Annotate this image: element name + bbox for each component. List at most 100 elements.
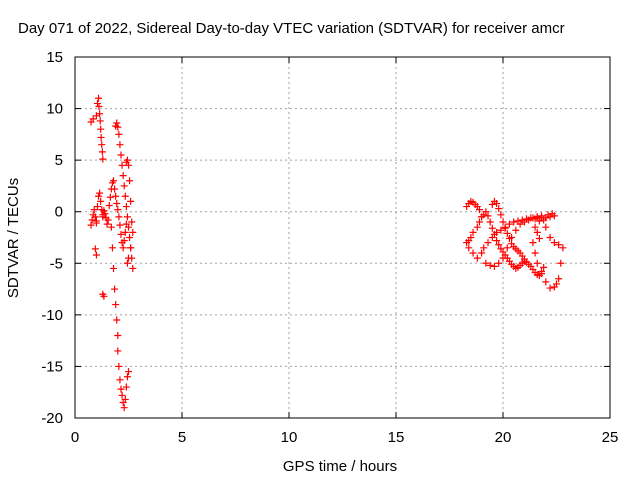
data-point xyxy=(110,264,118,272)
x-tick-label: 5 xyxy=(178,429,186,446)
data-point xyxy=(121,228,129,236)
data-point xyxy=(495,259,503,267)
x-tick-label: 0 xyxy=(71,429,79,446)
x-tick-label: 15 xyxy=(388,429,405,446)
data-point xyxy=(126,177,134,185)
data-point xyxy=(538,268,546,276)
data-point xyxy=(103,220,111,228)
data-point xyxy=(473,223,481,231)
y-tick-label: 0 xyxy=(55,204,63,221)
data-point xyxy=(108,244,116,252)
data-point xyxy=(116,221,124,229)
data-point xyxy=(90,206,98,214)
data-point xyxy=(129,264,137,272)
y-tick-label: -5 xyxy=(50,255,63,272)
data-point xyxy=(118,391,126,399)
data-point xyxy=(520,218,528,226)
data-series xyxy=(107,223,132,412)
data-point xyxy=(107,223,115,231)
ticks-layer: 0 5 10 15 20 25 -20 -15 -10 -5 0 5 10 15 xyxy=(41,49,618,446)
data-series xyxy=(87,94,107,163)
data-point xyxy=(95,103,103,111)
data-point xyxy=(495,241,503,249)
data-point xyxy=(117,385,125,393)
data-point xyxy=(98,141,106,149)
data-point xyxy=(118,161,126,169)
data-point xyxy=(475,206,483,214)
data-point xyxy=(555,275,563,283)
data-point xyxy=(495,205,503,213)
data-series xyxy=(122,156,137,267)
data-point xyxy=(93,99,101,107)
data-point xyxy=(91,213,99,221)
data-point xyxy=(101,210,109,218)
data-point xyxy=(120,182,128,190)
data-point xyxy=(463,239,471,247)
data-point xyxy=(535,272,543,280)
y-tick-label: 15 xyxy=(46,49,63,66)
data-point xyxy=(126,234,134,241)
data-point xyxy=(96,117,104,125)
data-point xyxy=(119,172,127,180)
data-point xyxy=(115,213,123,221)
data-point xyxy=(505,220,513,228)
data-point xyxy=(113,316,121,324)
data-point xyxy=(125,368,132,376)
data-point xyxy=(112,301,120,309)
data-point xyxy=(127,244,135,252)
data-point xyxy=(88,216,96,224)
y-tick-label: 5 xyxy=(55,152,63,169)
data-point xyxy=(503,244,511,252)
chart-title: Day 071 of 2022, Sidereal Day-to-day VTE… xyxy=(18,20,565,37)
data-point xyxy=(114,123,122,131)
data-point xyxy=(535,235,543,243)
data-point xyxy=(559,244,567,252)
data-point xyxy=(97,125,105,133)
data-point xyxy=(92,219,100,227)
data-point xyxy=(117,151,125,159)
data-point xyxy=(501,224,509,232)
data-series xyxy=(463,197,535,262)
data-point xyxy=(116,376,124,384)
data-point xyxy=(557,259,565,267)
data-point xyxy=(100,292,108,300)
data-point xyxy=(540,263,548,271)
data-point xyxy=(531,223,539,231)
data-point xyxy=(480,244,488,252)
data-point xyxy=(473,254,481,262)
x-tick-label: 20 xyxy=(495,429,512,446)
data-point xyxy=(475,218,483,226)
data-point xyxy=(115,130,123,138)
data-point xyxy=(120,404,128,412)
points-layer xyxy=(87,94,567,412)
data-point xyxy=(125,254,132,262)
data-point xyxy=(555,241,563,249)
data-point xyxy=(493,237,501,245)
data-point xyxy=(123,259,131,267)
data-point xyxy=(512,226,520,234)
data-point xyxy=(531,249,539,257)
data-point xyxy=(120,237,128,245)
data-point xyxy=(99,155,107,163)
y-tick-label: 10 xyxy=(46,101,63,118)
data-point xyxy=(535,217,543,225)
data-point xyxy=(91,245,99,253)
data-point xyxy=(550,283,558,291)
data-point xyxy=(484,212,492,220)
data-point xyxy=(98,148,106,156)
y-tick-label: -15 xyxy=(41,358,63,375)
data-point xyxy=(525,216,533,224)
data-point xyxy=(538,212,546,220)
data-point xyxy=(510,218,518,226)
data-point xyxy=(115,362,123,370)
x-tick-label: 25 xyxy=(602,429,619,446)
data-point xyxy=(123,373,131,381)
data-point xyxy=(127,197,135,205)
data-point xyxy=(121,192,129,200)
data-point xyxy=(122,383,130,391)
data-point xyxy=(113,119,121,127)
y-axis-title: SDTVAR / TECUs xyxy=(5,178,22,298)
data-point xyxy=(497,226,505,234)
data-point xyxy=(469,249,477,257)
